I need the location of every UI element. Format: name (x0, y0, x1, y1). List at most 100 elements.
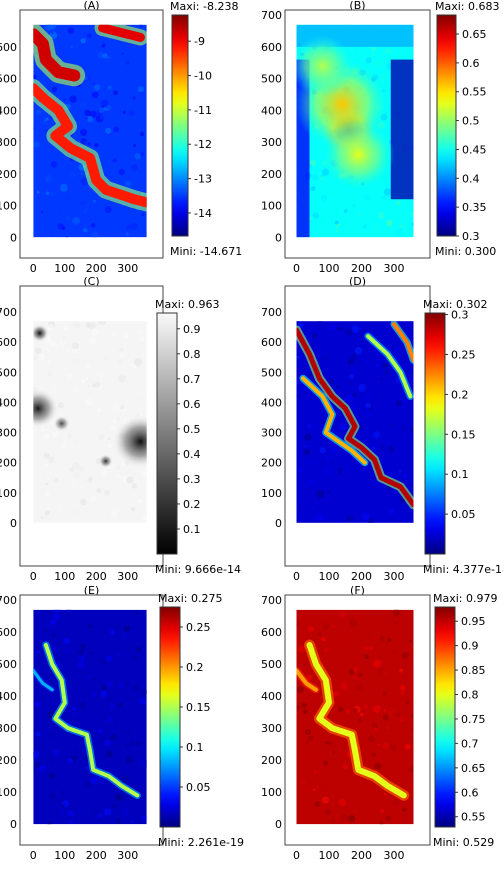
texture-speck (364, 654, 369, 660)
texture-speck (320, 784, 328, 792)
panel-0: (A) 0 100 200 300 0 100 200 300 400 500 600 -14 -13 -1… (0, 0, 242, 275)
texture-speck (319, 175, 326, 182)
texture-speck (126, 743, 130, 748)
panel-title: (C) (83, 275, 99, 288)
colorbar-max-label: Maxi: -8.238 (170, 0, 238, 13)
texture-speck (305, 623, 308, 626)
texture-speck (388, 508, 394, 514)
x-tick-label: 100 (54, 849, 75, 862)
texture-speck (297, 616, 302, 620)
texture-speck (351, 325, 360, 334)
texture-speck (73, 747, 80, 754)
texture-speck (352, 204, 356, 208)
texture-speck (302, 386, 307, 391)
texture-speck (80, 658, 85, 662)
texture-speck (331, 750, 336, 755)
colorbar-tick-label: 0.7 (461, 737, 479, 750)
texture-speck (72, 712, 77, 717)
texture-speck (57, 401, 65, 409)
texture-speck (340, 350, 347, 357)
texture-speck (46, 521, 49, 523)
colorbar (171, 14, 189, 237)
y-tick-label: 100 (0, 200, 17, 213)
colorbar-tick-label: 0.25 (186, 621, 211, 634)
texture-speck (119, 347, 124, 353)
texture-speck (61, 443, 66, 448)
colorbar-max-label: Maxi: 0.683 (435, 0, 500, 13)
texture-speck (142, 514, 147, 522)
texture-speck (308, 479, 314, 484)
texture-speck (137, 498, 143, 504)
texture-speck (79, 702, 87, 709)
texture-speck (352, 370, 356, 374)
texture-speck (362, 512, 371, 521)
y-tick-label: 0 (10, 231, 17, 244)
texture-speck (386, 219, 393, 227)
texture-speck (80, 498, 87, 506)
colorbar-tick-label: 0.9 (461, 640, 479, 653)
texture-speck (43, 452, 50, 459)
texture-speck (63, 98, 67, 102)
y-tick-label: 600 (261, 336, 282, 349)
texture-speck (61, 394, 66, 399)
texture-speck (327, 490, 331, 495)
texture-speck (399, 223, 405, 229)
texture-speck (118, 702, 123, 708)
y-tick-label: 600 (0, 41, 17, 54)
texture-speck (345, 708, 351, 713)
texture-speck (339, 410, 342, 414)
colorbar-min-label: Mini: 9.666e-14 (155, 563, 241, 576)
colorbar-min-label: Mini: 0.529 (433, 836, 494, 849)
texture-speck (349, 373, 355, 379)
texture-speck (48, 772, 56, 780)
texture-speck (33, 751, 40, 759)
texture-speck (140, 152, 145, 157)
texture-speck (296, 321, 300, 326)
value-blob (112, 415, 147, 469)
texture-speck (129, 740, 135, 746)
texture-speck (371, 331, 375, 335)
panel-3: (D) 0 100 200 300 0 100 200 300 400 500 600 700 0.05 0… (261, 275, 503, 583)
texture-speck (122, 633, 128, 639)
texture-speck (37, 650, 41, 654)
texture-speck (101, 469, 108, 476)
texture-speck (73, 358, 81, 366)
channel-path (301, 376, 367, 465)
texture-speck (53, 609, 61, 614)
texture-speck (45, 482, 49, 486)
texture-speck (353, 810, 357, 814)
texture-speck (106, 716, 113, 723)
texture-speck (123, 620, 130, 627)
texture-speck (338, 798, 346, 807)
texture-speck (319, 460, 327, 468)
y-tick-label: 200 (261, 168, 282, 181)
colorbar-min-label: Mini: -14.671 (170, 245, 242, 258)
texture-speck (80, 177, 89, 186)
texture-speck (59, 811, 64, 815)
colorbar-tick-label: 0.8 (183, 348, 201, 361)
texture-speck (348, 815, 356, 823)
texture-speck (411, 739, 414, 744)
colorbar-tick-label: 0.5 (183, 423, 201, 436)
texture-speck (298, 468, 303, 473)
texture-speck (333, 691, 339, 697)
texture-speck (130, 820, 133, 823)
texture-speck (69, 467, 74, 472)
texture-speck (395, 378, 401, 383)
texture-speck (389, 744, 397, 752)
texture-speck (101, 684, 107, 691)
texture-speck (385, 498, 388, 501)
texture-speck (33, 141, 40, 148)
colorbar-tick-label: -14 (194, 207, 212, 220)
texture-speck (121, 52, 124, 55)
texture-speck (143, 689, 147, 695)
colorbar-tick-label: -11 (194, 104, 212, 117)
texture-speck (387, 637, 392, 642)
y-tick-label: 0 (275, 517, 282, 530)
texture-speck (102, 41, 106, 45)
texture-speck (403, 473, 408, 478)
texture-speck (398, 470, 402, 473)
colorbar-min-label: Mini: 4.377e-18 (423, 563, 503, 576)
texture-speck (353, 360, 359, 366)
texture-speck (307, 674, 313, 680)
